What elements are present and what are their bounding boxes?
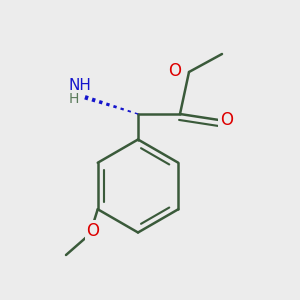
Text: O: O xyxy=(220,111,233,129)
Text: H: H xyxy=(68,92,79,106)
Text: O: O xyxy=(169,61,182,80)
Text: O: O xyxy=(86,222,100,240)
Text: NH: NH xyxy=(68,78,91,93)
